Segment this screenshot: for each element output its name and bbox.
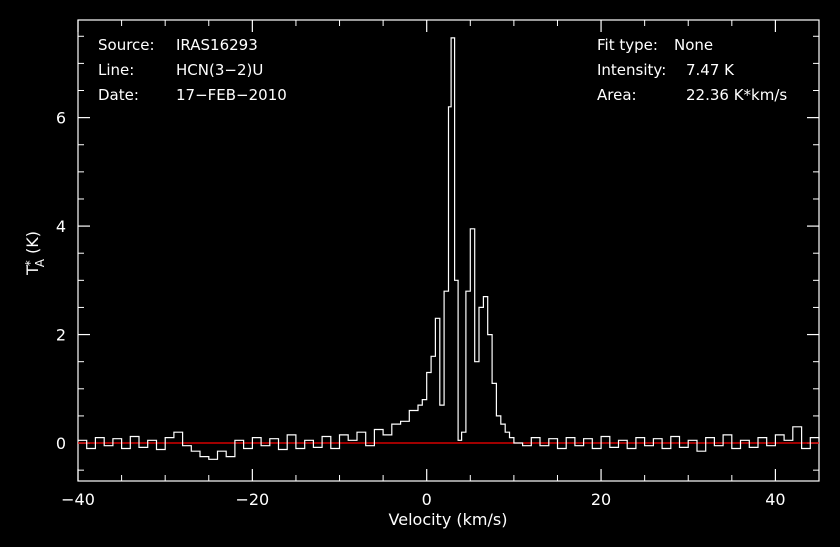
x-tick-label: 40 bbox=[765, 490, 785, 509]
line-label: Line: bbox=[98, 61, 134, 79]
y-axis-title-unit: (K) bbox=[23, 231, 42, 254]
intensity-label: Intensity: bbox=[597, 61, 666, 79]
source-label: Source: bbox=[98, 36, 155, 54]
y-axis-title-sub: A bbox=[33, 258, 47, 267]
area-value: 22.36 K*km/s bbox=[686, 86, 787, 104]
x-axis-ticks: −40 −20 0 20 40 bbox=[61, 20, 820, 509]
y-axis-title: T*A (K) bbox=[23, 231, 47, 276]
plot-frame bbox=[77, 19, 820, 482]
y-tick-label: 4 bbox=[56, 217, 66, 236]
x-tick-label: −40 bbox=[61, 490, 95, 509]
source-value: IRAS16293 bbox=[176, 36, 258, 54]
x-tick-label: −20 bbox=[235, 490, 269, 509]
fit-type-value: None bbox=[674, 36, 713, 54]
x-tick-label: 20 bbox=[591, 490, 611, 509]
fit-type-label: Fit type: bbox=[597, 36, 658, 54]
line-value: HCN(3−2)U bbox=[176, 61, 263, 79]
area-label: Area: bbox=[597, 86, 637, 104]
x-axis-title: Velocity (km/s) bbox=[389, 510, 508, 529]
x-tick-label: 0 bbox=[422, 490, 432, 509]
y-axis-title-base: T bbox=[23, 265, 42, 276]
y-tick-label: 2 bbox=[56, 326, 66, 345]
date-label: Date: bbox=[98, 86, 139, 104]
y-axis-title-sup: * bbox=[23, 260, 37, 266]
y-tick-label: 0 bbox=[56, 434, 66, 453]
spectrum-line bbox=[78, 37, 820, 460]
y-tick-label: 6 bbox=[56, 109, 66, 128]
date-value: 17−FEB−2010 bbox=[176, 86, 287, 104]
intensity-value: 7.47 K bbox=[686, 61, 735, 79]
